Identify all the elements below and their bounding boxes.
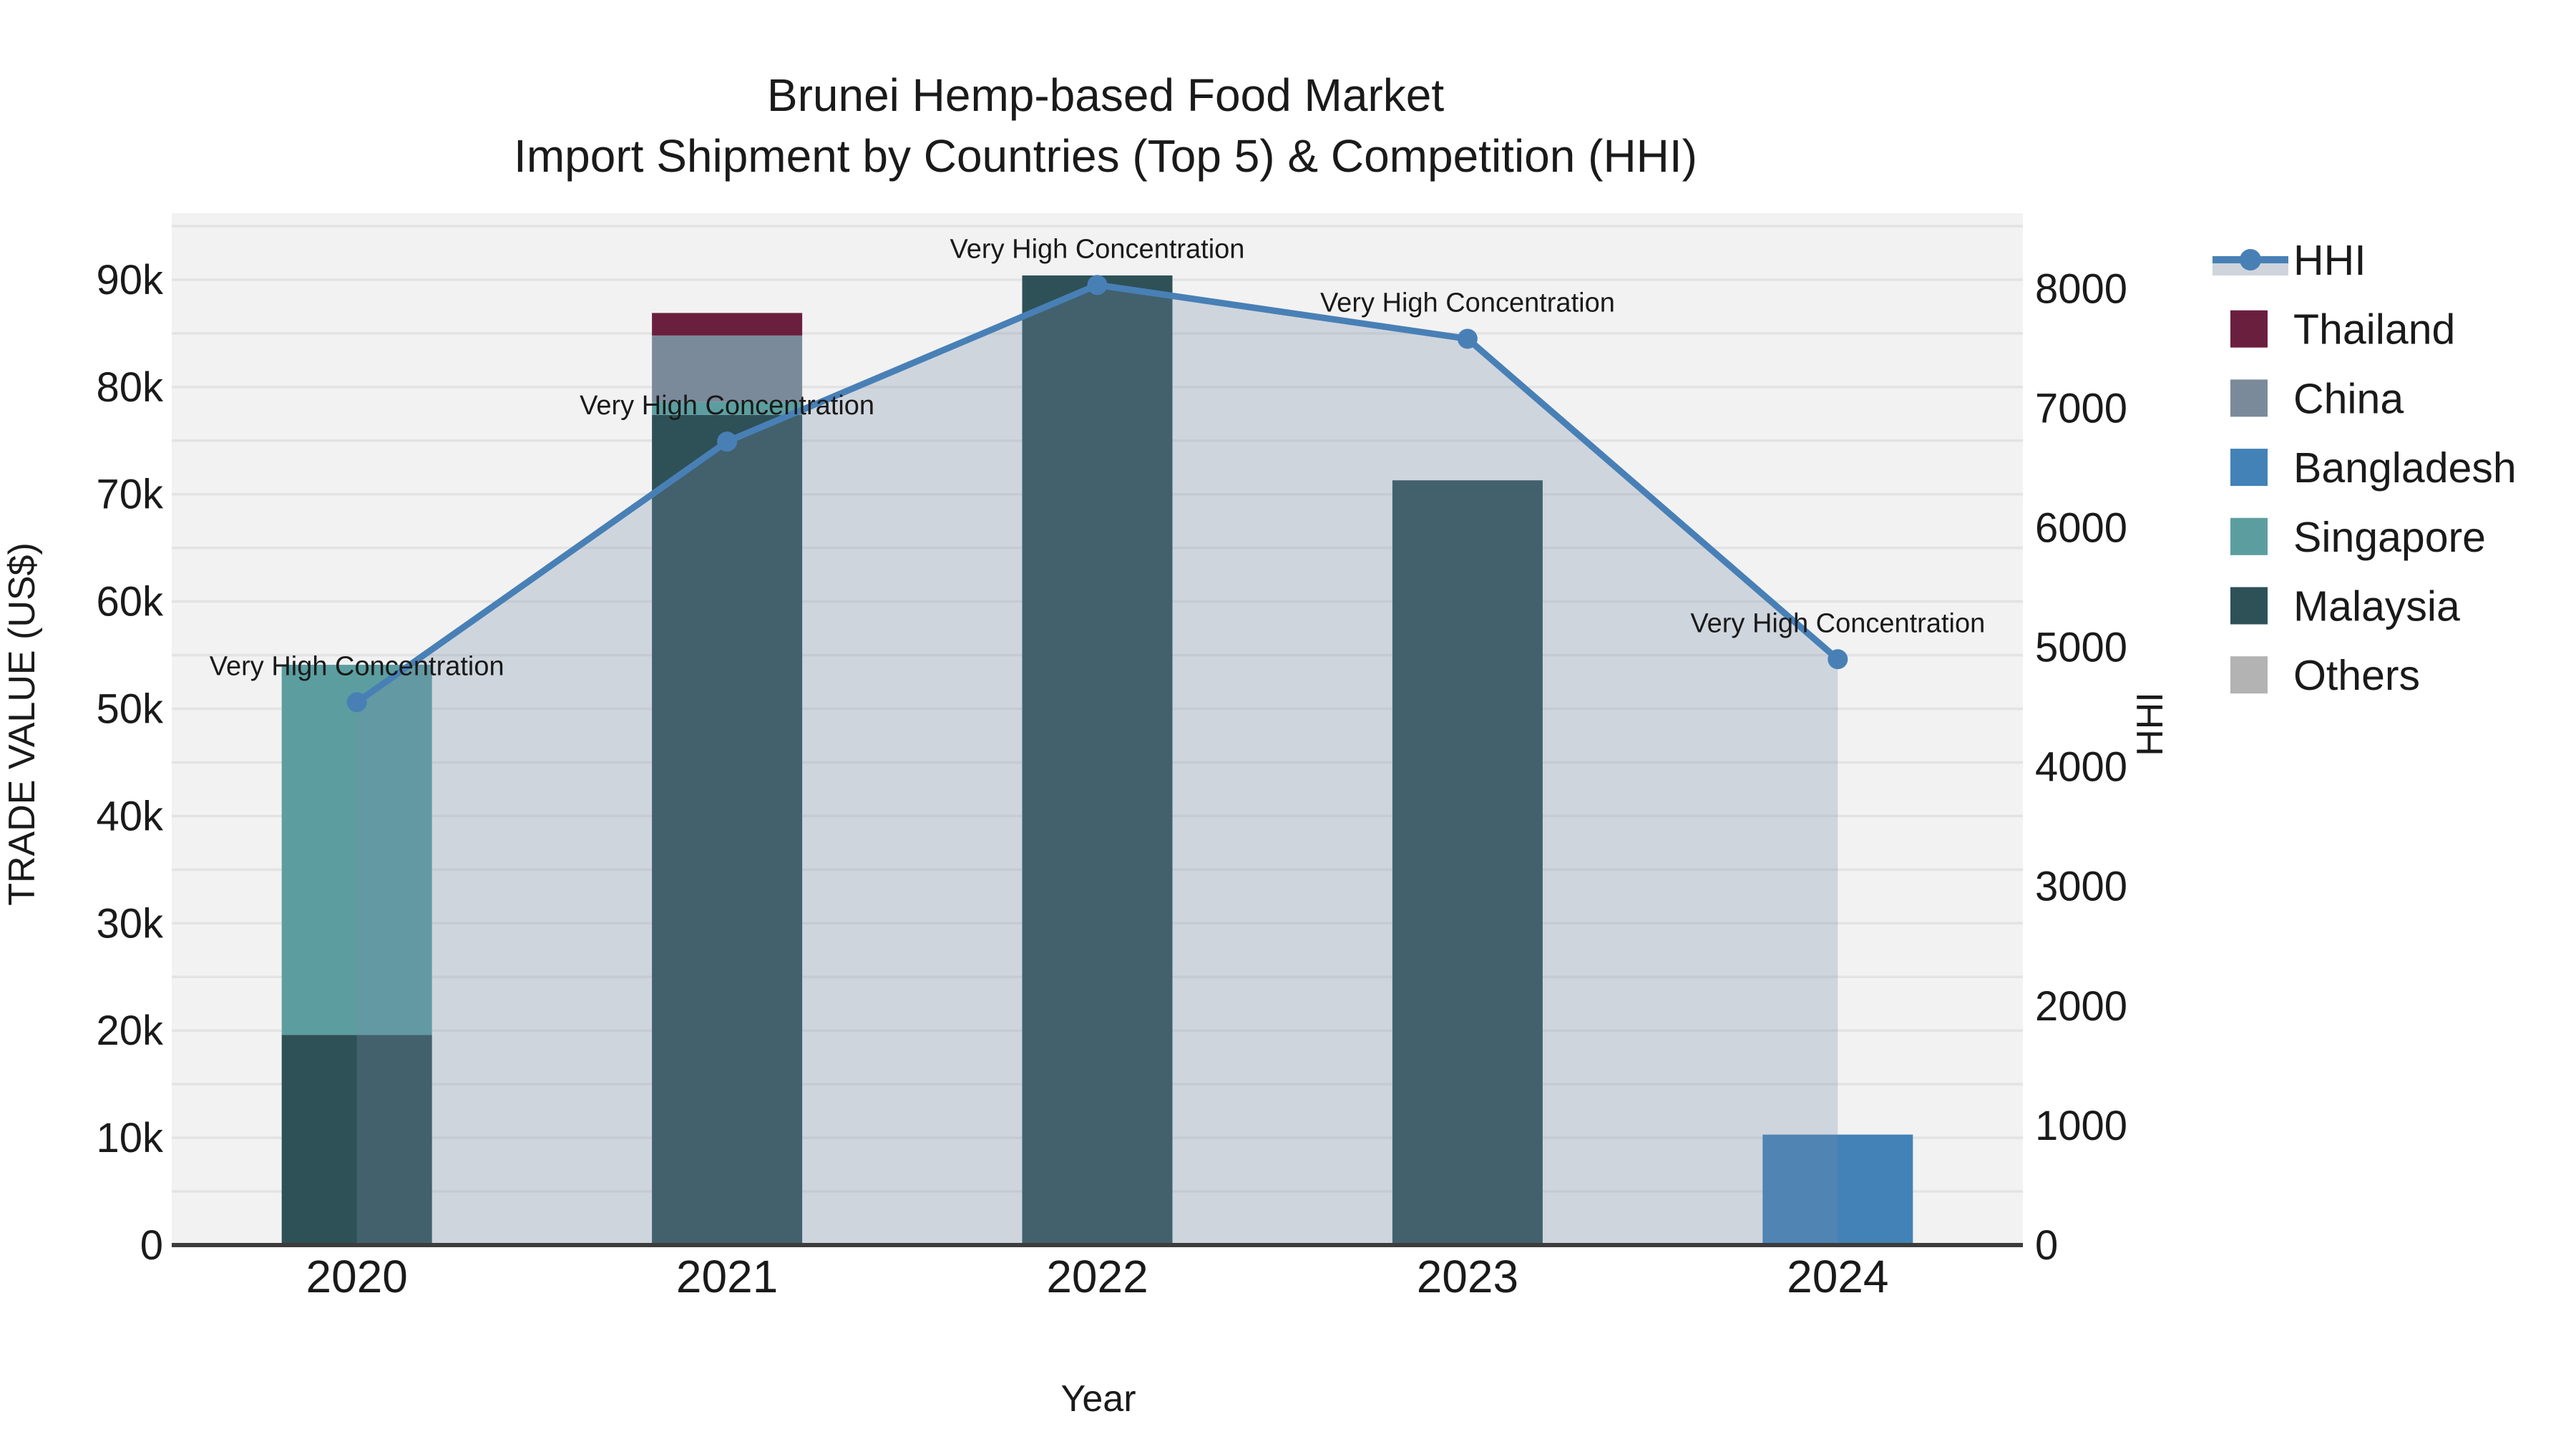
hhi-marker-2021[interactable] (717, 431, 738, 452)
x-tick-2024: 2024 (1787, 1251, 1888, 1302)
annotations: Very High Concentration Very High Concent… (210, 234, 1986, 681)
x-tick-2022: 2022 (1046, 1251, 1148, 1302)
y2-axis-title: HHI (2129, 692, 2171, 756)
legend-label-malaysia: Malaysia (2293, 583, 2460, 630)
x-tick-2021: 2021 (676, 1251, 778, 1302)
hhi-marker-2023[interactable] (1457, 328, 1478, 349)
hhi-marker-2024[interactable] (1828, 649, 1848, 670)
y-tick-70k: 70k (96, 472, 164, 518)
annotation-2024: Very High Concentration (1690, 608, 1985, 638)
y-tick-10k: 10k (96, 1115, 164, 1161)
hhi-marker-2020[interactable] (346, 692, 367, 713)
bar-segment-thailand-2021[interactable] (652, 313, 803, 336)
legend-swatch-malaysia (2230, 587, 2268, 625)
legend-label-hhi: HHI (2293, 237, 2366, 284)
bar-segment-malaysia-2020[interactable] (281, 1035, 432, 1245)
hhi-marker-2022[interactable] (1087, 275, 1108, 296)
x-axis-title: Year (1060, 1378, 1136, 1420)
y-tick-90k: 90k (96, 257, 164, 303)
bar-segment-singapore-2021[interactable] (652, 401, 803, 415)
legend-swatch-bangladesh (2230, 449, 2268, 487)
hhi-area-fill (356, 285, 1838, 1246)
chart-title-line2: Import Shipment by Countries (Top 5) & C… (514, 130, 1697, 182)
y-tick-50k: 50k (96, 686, 164, 733)
legend-item-hhi[interactable]: HHI (2212, 237, 2366, 284)
annotation-2022: Very High Concentration (950, 234, 1245, 264)
x-tick-2023: 2023 (1417, 1251, 1518, 1302)
legend-item-china[interactable]: China (2230, 375, 2404, 422)
legend-label-singapore: Singapore (2293, 514, 2486, 561)
y2-tick-0: 0 (2035, 1222, 2058, 1269)
y2-tick-6000: 6000 (2035, 504, 2127, 551)
y2-tick-8000: 8000 (2035, 265, 2127, 312)
hhi-line (346, 275, 1848, 713)
y-tick-20k: 20k (96, 1008, 164, 1054)
legend-swatch-others (2230, 656, 2268, 694)
legend-label-bangladesh: Bangladesh (2293, 444, 2517, 492)
legend-swatch-thailand (2230, 310, 2268, 348)
bar-segment-bangladesh-2024[interactable] (1762, 1134, 1913, 1245)
annotation-2020: Very High Concentration (210, 651, 504, 681)
y-tick-30k: 30k (96, 900, 164, 947)
legend-label-others: Others (2293, 652, 2420, 699)
legend-swatch-china (2230, 379, 2268, 417)
legend-label-thailand: Thailand (2293, 306, 2455, 353)
y2-tick-4000: 4000 (2035, 744, 2127, 791)
hhi-area-polygon (356, 285, 1838, 1246)
y2-tick-5000: 5000 (2035, 625, 2127, 671)
y2-tick-1000: 1000 (2035, 1103, 2127, 1149)
y-axis-title: TRADE VALUE (US$) (1, 542, 43, 906)
legend-item-thailand[interactable]: Thailand (2230, 306, 2455, 353)
bar-segment-singapore-2020[interactable] (281, 665, 432, 1035)
stacked-bars (281, 275, 1913, 1245)
bar-segment-china-2021[interactable] (652, 335, 803, 402)
annotation-2023: Very High Concentration (1320, 288, 1615, 318)
chart-title-line1: Brunei Hemp-based Food Market (767, 69, 1444, 121)
legend-item-malaysia[interactable]: Malaysia (2230, 583, 2460, 630)
y-tick-60k: 60k (96, 579, 164, 625)
y2-tick-2000: 2000 (2035, 983, 2127, 1030)
legend-item-others[interactable]: Others (2230, 652, 2420, 699)
bar-segment-malaysia-2021[interactable] (652, 414, 803, 1245)
y2-tick-7000: 7000 (2035, 385, 2127, 431)
y-tick-0: 0 (140, 1222, 163, 1269)
y-tick-40k: 40k (96, 793, 164, 839)
legend-swatch-singapore (2230, 517, 2268, 555)
legend-label-china: China (2293, 375, 2404, 422)
legend-hhi-marker (2240, 249, 2261, 270)
bar-segment-malaysia-2022[interactable] (1022, 275, 1173, 1245)
legend-item-bangladesh[interactable]: Bangladesh (2230, 444, 2517, 492)
axes: 0 10k 20k 30k 40k 50k 60k 70k 80k 90k 0 1000 2000 300… (96, 257, 2127, 1302)
legend-item-singapore[interactable]: Singapore (2230, 514, 2486, 561)
bar-segment-malaysia-2023[interactable] (1392, 480, 1543, 1245)
y2-tick-3000: 3000 (2035, 864, 2127, 910)
x-tick-2020: 2020 (306, 1251, 408, 1302)
legend: HHI Thailand China Bangladesh Singapore Malay… (2212, 237, 2517, 699)
y-tick-80k: 80k (96, 364, 164, 411)
annotation-2021: Very High Concentration (580, 391, 874, 421)
